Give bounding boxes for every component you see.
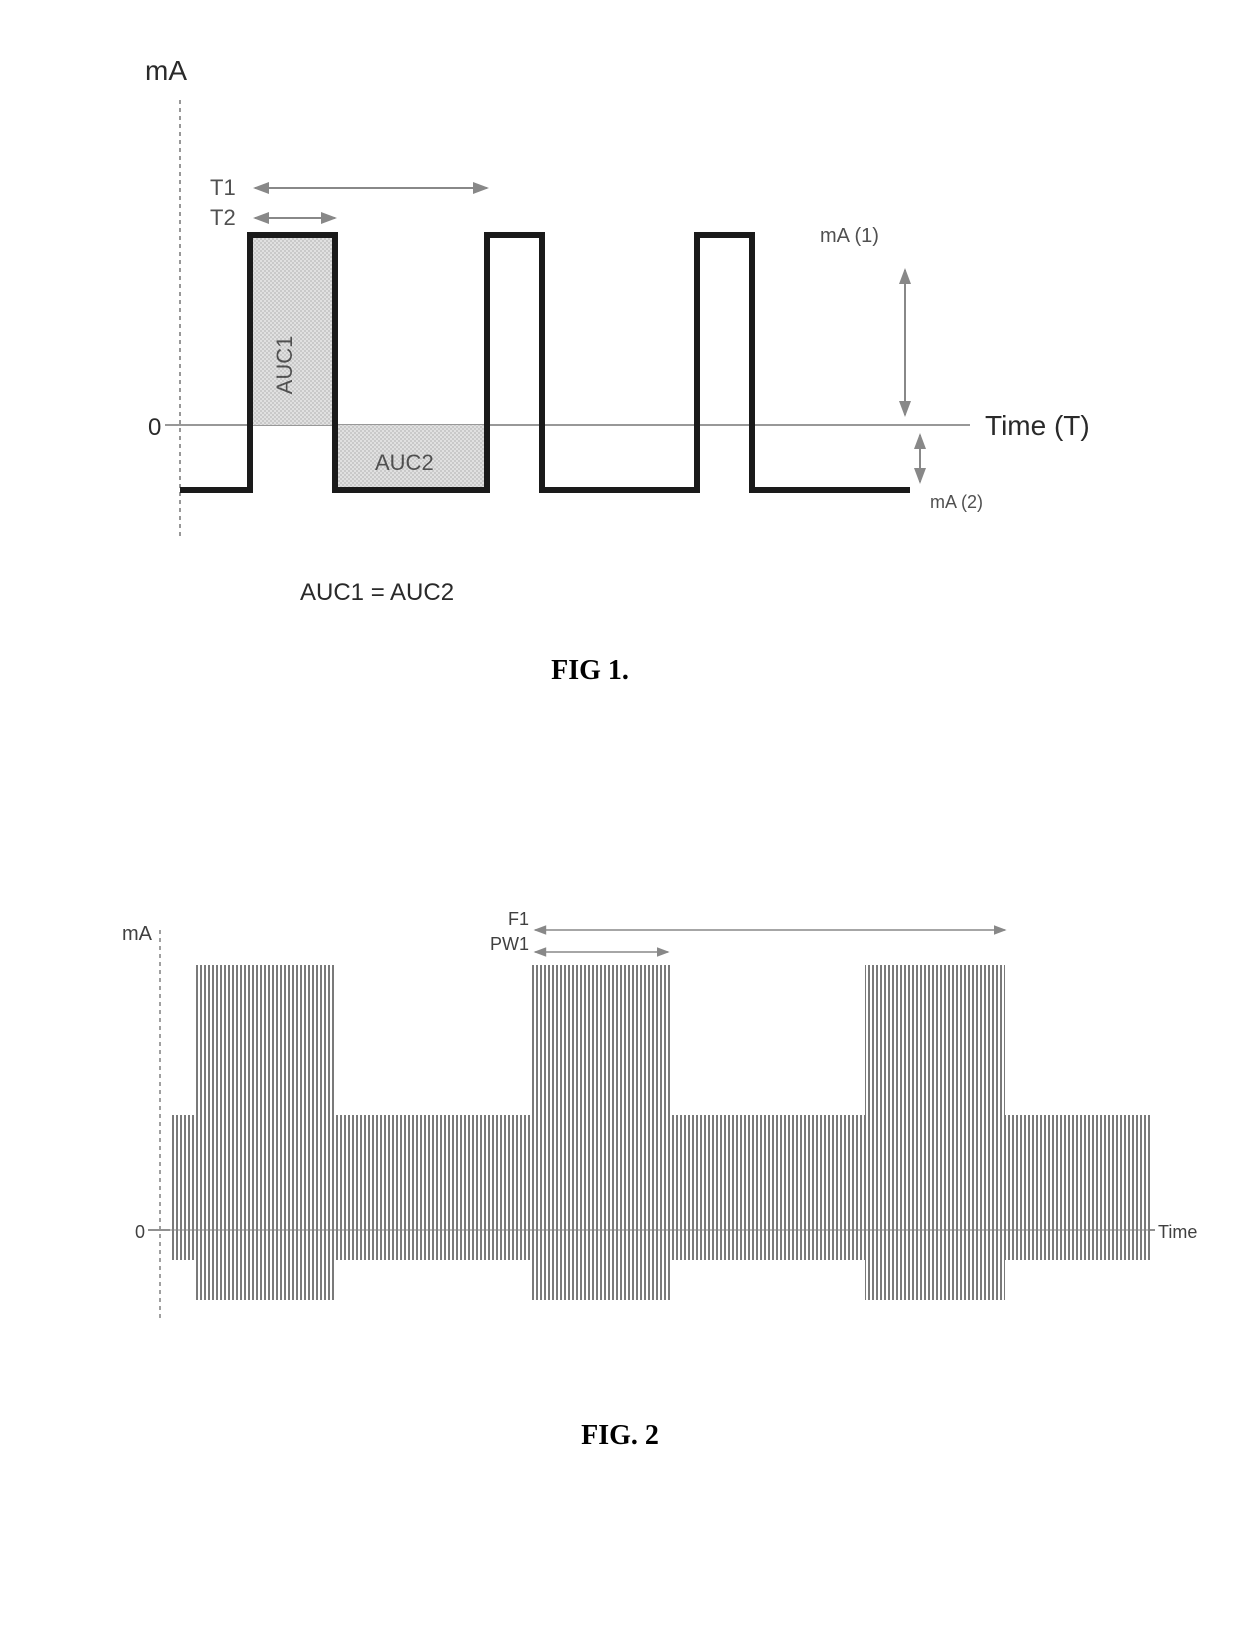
figure-2: mA 0 Time F1 PW1 FIG. 2 <box>40 890 1200 1452</box>
fig1-svg: mA 0 Time (T) T1 T2 AUC1 AUC2 mA (1) mA … <box>40 10 1140 630</box>
fig2-zero-label: 0 <box>135 1222 145 1242</box>
fig2-ylabel: mA <box>122 923 153 945</box>
fig1-ylabel: mA <box>145 55 187 86</box>
fig2-f1-label: F1 <box>508 909 529 929</box>
fig2-pw1-label: PW1 <box>490 934 529 954</box>
fig1-zero-label: 0 <box>148 414 161 441</box>
fig1-ma1-label: mA (1) <box>820 225 879 247</box>
fig1-equation: AUC1 = AUC2 <box>300 579 454 606</box>
fig1-auc1-rect <box>250 235 335 425</box>
fig2-xlabel: Time <box>1158 1222 1197 1242</box>
fig1-t2-label: T2 <box>210 205 236 230</box>
fig1-ma2-label: mA (2) <box>930 492 983 512</box>
fig1-auc2-label: AUC2 <box>375 450 434 475</box>
fig1-caption: FIG 1. <box>40 655 1140 687</box>
fig1-t1-label: T1 <box>210 175 236 200</box>
fig1-xlabel: Time (T) <box>985 410 1090 441</box>
fig2-burst3 <box>865 965 1005 1300</box>
fig2-burst1 <box>195 965 335 1300</box>
fig2-caption: FIG. 2 <box>40 1420 1200 1452</box>
fig2-svg: mA 0 Time F1 PW1 <box>40 890 1200 1390</box>
fig1-auc1-label: AUC1 <box>272 336 297 395</box>
fig2-burst2 <box>530 965 670 1300</box>
figure-1: mA 0 Time (T) T1 T2 AUC1 AUC2 mA (1) mA … <box>40 10 1140 687</box>
